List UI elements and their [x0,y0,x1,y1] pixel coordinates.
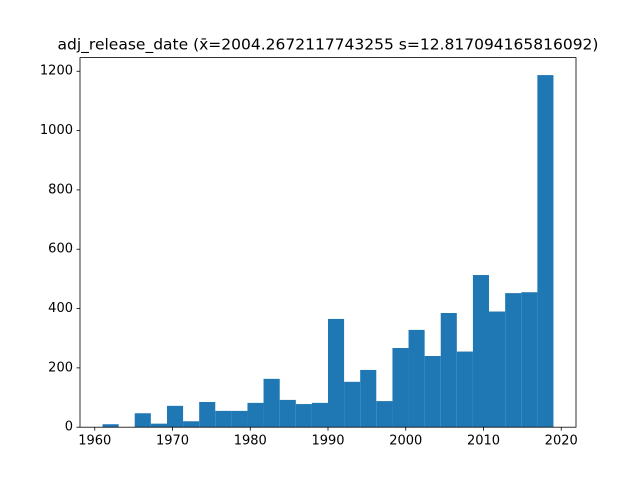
y-tick-label: 200 [48,360,73,375]
bar [344,381,361,428]
bar [231,410,248,428]
bar [505,293,522,428]
bar [489,311,506,428]
x-tick-label: 1990 [311,434,344,449]
bar [456,351,473,428]
bar [424,356,441,428]
y-tick-label: 1200 [40,64,73,79]
bar [440,312,457,428]
bar [279,399,296,428]
x-tick-label: 2010 [467,434,500,449]
bar [328,318,345,428]
bar [102,424,119,428]
bar [521,292,538,428]
bar [247,402,264,428]
y-tick-label: 0 [65,420,73,435]
x-tick-label: 2020 [545,434,578,449]
y-tick-label: 800 [48,182,73,197]
bar [295,404,312,428]
x-tick-label: 1970 [156,434,189,449]
bar [392,348,409,428]
bar [263,378,280,428]
y-tick-label: 600 [48,242,73,257]
bar [472,275,490,428]
bar [311,402,328,428]
y-tick-label: 400 [48,301,73,316]
bar [134,413,151,428]
bar [199,401,216,428]
bar [183,421,200,428]
bar [215,410,232,428]
bar [408,329,425,428]
axes-frame [79,57,577,428]
x-tick-label: 1960 [78,434,111,449]
bar [166,405,184,428]
bar [150,423,167,428]
x-tick-label: 2000 [389,434,422,449]
y-tick-label: 1000 [40,123,73,138]
bar [376,401,393,428]
bar [360,369,377,428]
chart-title: adj_release_date (x̄=2004.2672117743255 … [58,36,599,55]
x-tick-label: 1980 [234,434,267,449]
bar [537,75,554,428]
